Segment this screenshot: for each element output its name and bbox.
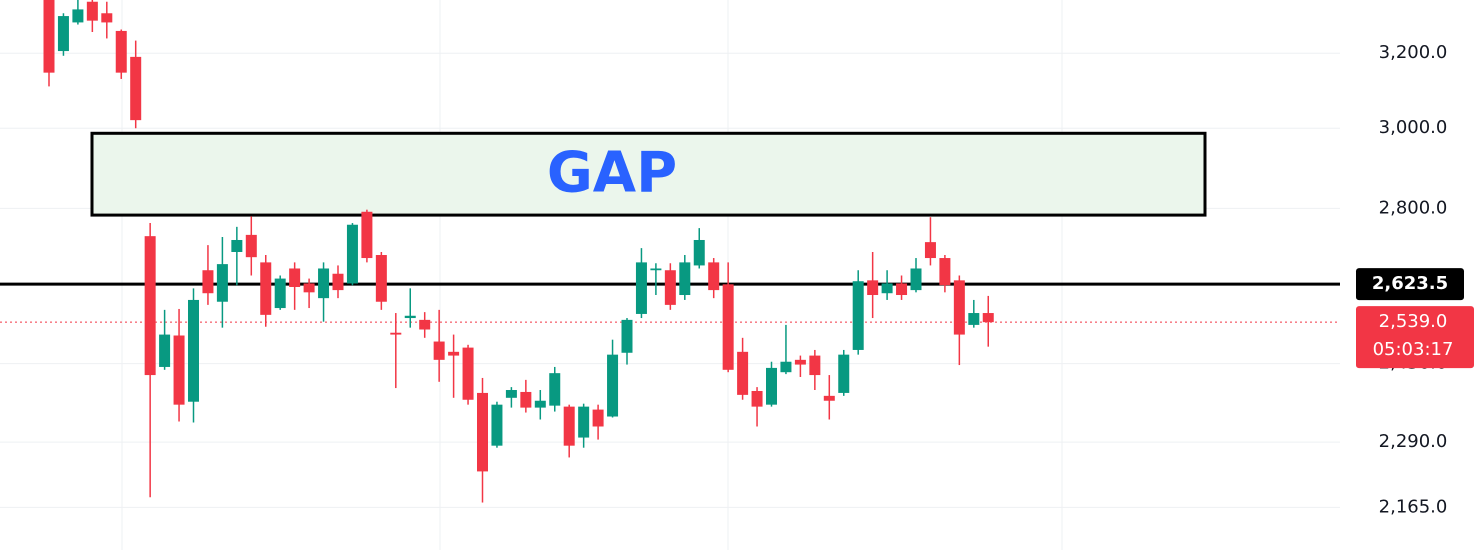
plot (0, 0, 1340, 503)
candle-body (607, 354, 619, 417)
y-tick-label: 2,800.0 (1379, 197, 1448, 218)
y-tick-label: 3,000.0 (1379, 117, 1448, 138)
price-axis: 2,165.02,290.02,450.02,800.03,000.03,200… (1356, 42, 1474, 517)
candle-body (766, 367, 777, 405)
candle-body (823, 395, 835, 401)
gap-zone (90, 131, 1207, 217)
candle-body (274, 278, 286, 309)
candle-body (924, 242, 936, 259)
last-price-box (1356, 306, 1474, 369)
y-tick-label: 2,290.0 (1379, 431, 1448, 452)
last-price-label: 2,539.0 (1379, 311, 1448, 332)
candle-body (404, 315, 416, 319)
candle-body (491, 404, 503, 446)
candle-body (563, 406, 575, 446)
candle-body (809, 355, 821, 376)
candle-body (390, 332, 402, 335)
candle-body (881, 283, 893, 294)
candle-body (477, 392, 488, 472)
candle-body (664, 270, 676, 305)
candle-body (968, 313, 980, 325)
candle-body (375, 255, 387, 302)
candle-body (910, 268, 922, 291)
candle-body (72, 9, 84, 23)
hline-label-box (1356, 268, 1464, 301)
candle-body (939, 258, 951, 286)
candle-body (361, 211, 373, 259)
candle-body (867, 280, 879, 296)
candle-body (462, 347, 474, 400)
candle-body (635, 262, 647, 314)
candle-body (520, 391, 532, 408)
candle-body (159, 334, 171, 367)
candle-body (852, 281, 864, 350)
gap-label: GAP (547, 140, 677, 205)
y-tick-label: 3,200.0 (1379, 42, 1448, 63)
candle-body (245, 234, 257, 258)
candle-body (534, 400, 546, 408)
candle-body (549, 373, 561, 406)
candle-body (708, 262, 720, 291)
grid (0, 52, 1340, 508)
candle-body (419, 319, 431, 330)
candle-body (216, 264, 228, 302)
candle-body (289, 268, 301, 287)
candle-body (202, 270, 214, 294)
hline-label: 2,623.5 (1372, 273, 1448, 294)
candle-body (346, 224, 358, 284)
candle-body (231, 239, 243, 252)
countdown-label: 05:03:17 (1373, 339, 1454, 360)
candle-body (448, 351, 460, 356)
candle-body (621, 319, 633, 353)
candle-body (592, 409, 604, 427)
candle-body (115, 30, 127, 73)
candle-body (332, 273, 344, 291)
candle-body (433, 341, 445, 360)
candle-body (57, 16, 69, 52)
candle-body (650, 268, 662, 271)
candle-body (130, 56, 142, 121)
candle-body (43, 0, 55, 73)
candle-body (578, 406, 590, 438)
candle-body (144, 236, 156, 376)
candle-body (188, 299, 199, 402)
candle-body (982, 313, 994, 323)
candle-body (303, 283, 315, 293)
candle-body (260, 262, 272, 315)
candle-body (737, 351, 749, 395)
y-tick-label: 2,165.0 (1379, 496, 1448, 517)
candle-body (722, 284, 734, 370)
candle-body (101, 13, 113, 23)
candle-body (780, 361, 792, 373)
candle-body (86, 1, 98, 21)
candle-body (693, 239, 705, 266)
candle-body (794, 359, 806, 365)
candle-body (838, 354, 850, 393)
candle-body (505, 390, 517, 398)
candle-body (679, 262, 691, 296)
zone: GAP (90, 131, 1207, 217)
candle-body (751, 390, 763, 407)
candle-body (173, 335, 185, 405)
candle-body (896, 283, 908, 296)
candle-body (953, 280, 965, 335)
candle-body (318, 268, 330, 299)
